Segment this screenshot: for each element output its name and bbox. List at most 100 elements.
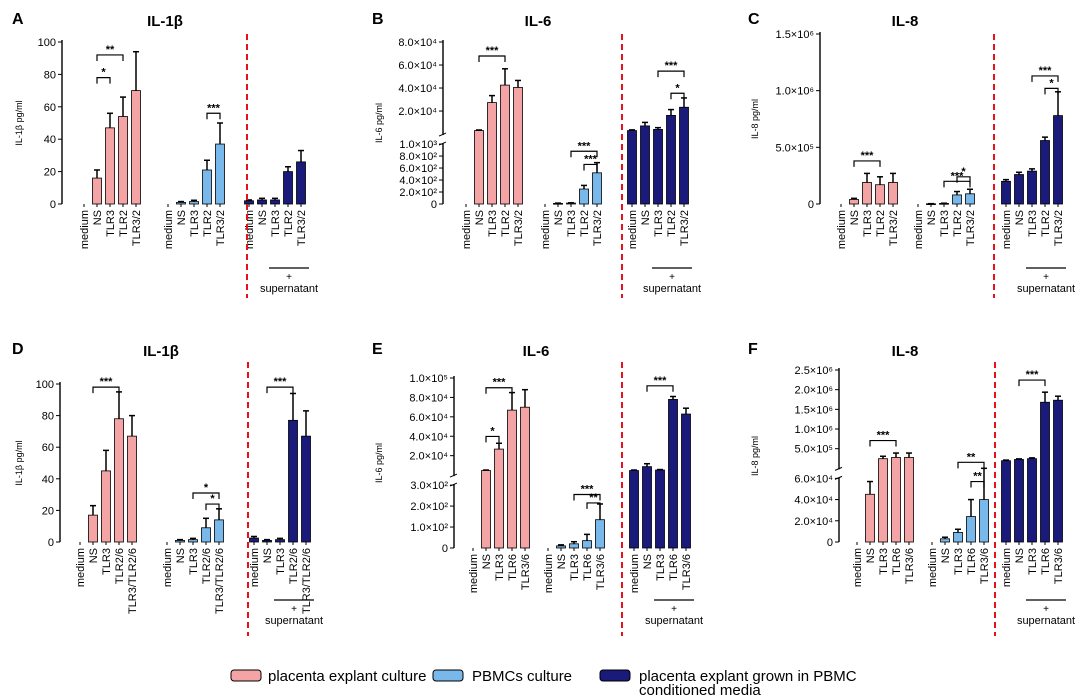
y-tick-label: 2.0×10⁴ (409, 451, 448, 463)
y-tick-label: 4.0×10⁴ (398, 83, 437, 95)
bar-conditioned (1040, 140, 1050, 205)
significance-bracket (1044, 87, 1059, 95)
significance-label: ** (106, 44, 115, 56)
y-tick-label: 20 (44, 167, 56, 179)
panel-B: B IL-6IL-6 pg/ml02.0×10²4.0×10²6.0×10²8.0… (372, 11, 701, 298)
bar-conditioned (270, 199, 280, 205)
y-tick-label: 2.0×10² (399, 187, 437, 199)
y-tick-label: 5.0×10⁵ (775, 142, 814, 154)
bar-conditioned (1040, 401, 1050, 543)
panel-C: C IL-8 IL-8 pg/ml 0 5.0×10⁵ 1.0×10⁶ 1.5×10⁶ med… (748, 11, 1075, 298)
bar-placenta (500, 84, 510, 205)
x-tick-label: medium (244, 210, 256, 249)
bar-conditioned (1001, 180, 1011, 205)
y-axis-label: IL-1β pg/ml (14, 100, 24, 145)
significance-label: *** (861, 150, 875, 162)
y-tick-label: 4.0×10⁴ (794, 495, 833, 507)
y-tick-label: 80 (44, 69, 56, 81)
bar-placenta (849, 199, 859, 205)
x-tick-label: TLR3 (188, 548, 200, 575)
x-tick-label: TLR3/6 (1053, 548, 1065, 584)
y-tick-label: 100 (38, 37, 56, 49)
significance-label: *** (207, 102, 221, 114)
bar-pbmc (979, 499, 989, 543)
significance-label: * (961, 166, 966, 178)
y-tick-label: 2.0×10⁴ (398, 106, 437, 118)
significance-label: *** (1026, 369, 1040, 381)
x-tick-label: NS (92, 210, 104, 225)
significance-label: *** (665, 60, 679, 72)
x-tick-label: TLR3/2 (1053, 210, 1065, 246)
bar-pbmc (175, 540, 185, 543)
x-tick-label: medium (629, 554, 641, 593)
bar-pbmc (556, 545, 566, 549)
bar-conditioned (668, 399, 678, 549)
bar-placenta (862, 182, 872, 205)
x-tick-label: TLR3/2 (888, 210, 900, 246)
significance-bracket (1031, 75, 1059, 82)
bar-placenta (507, 409, 517, 549)
x-tick-label: TLR2 (952, 210, 964, 237)
bar-conditioned (666, 115, 676, 205)
bar-conditioned (262, 540, 272, 543)
bar-conditioned (1014, 459, 1024, 543)
bar-pbmc (595, 519, 605, 549)
supernatant-plus: + (669, 272, 675, 283)
x-tick-label: TLR3 (494, 554, 506, 581)
x-tick-label: TLR3 (569, 554, 581, 581)
significance-label: *** (581, 484, 595, 496)
x-tick-label: medium (75, 548, 87, 587)
significance-bracket (670, 92, 685, 100)
bar-conditioned (1053, 115, 1063, 205)
x-tick-label: NS (849, 210, 861, 225)
bar-placenta (888, 182, 898, 205)
significance-bracket (570, 150, 598, 158)
panel-title: IL-6 (523, 343, 550, 360)
significance-label: *** (274, 376, 288, 388)
x-tick-label: TLR3 (1027, 548, 1039, 575)
significance-bracket (192, 492, 220, 500)
bar-conditioned (1027, 458, 1037, 543)
significance-bracket (485, 435, 500, 443)
bar-pbmc (176, 201, 186, 205)
x-tick-label: TLR3 (653, 210, 665, 237)
legend-swatch-conditioned (599, 669, 631, 682)
x-tick-label: medium (468, 554, 480, 593)
significance-label: *** (584, 153, 598, 165)
bar-conditioned (249, 537, 259, 543)
axis-break-mark (449, 473, 458, 478)
x-tick-label: TLR3 (270, 210, 282, 237)
y-tick-label: 1.0×10⁶ (776, 86, 814, 98)
y-axis-label: IL-8 pg/ml (750, 99, 760, 139)
significance-bracket (869, 439, 897, 447)
x-tick-label: TLR3/2 (679, 210, 691, 246)
x-tick-label: TLR2 (875, 210, 887, 237)
y-tick-label: 0 (50, 199, 56, 211)
supernatant-label: supernatant (645, 615, 703, 627)
x-tick-label: TLR3/6 (595, 554, 607, 590)
x-tick-label: TLR3 (189, 210, 201, 237)
bar-conditioned (296, 161, 306, 205)
panel-title: IL-1β (143, 343, 179, 360)
bar-pbmc (965, 193, 975, 205)
x-tick-label: NS (481, 554, 493, 569)
x-tick-label: TLR2/6 (114, 548, 126, 584)
y-tick-label: 4.0×10² (399, 175, 437, 187)
bar-placenta (865, 493, 875, 543)
panel-letter: A (12, 11, 24, 28)
x-tick-label: TLR3 (878, 548, 890, 575)
x-tick-label: TLR3 (566, 210, 578, 237)
panel-title: IL-8 (892, 343, 919, 360)
x-tick-label: NS (176, 210, 188, 225)
y-tick-label: 80 (42, 411, 54, 423)
bar-placenta (904, 457, 914, 543)
significance-bracket (586, 502, 601, 509)
y-axis-label: IL-8 pg/ml (750, 436, 760, 476)
x-tick-label: NS (553, 210, 565, 225)
y-tick-label: 2.0×10⁴ (794, 516, 833, 528)
significance-label: ** (589, 492, 598, 504)
y-tick-label: 2.5×10⁶ (795, 365, 833, 377)
y-tick-label: 20 (42, 505, 54, 517)
bar-conditioned (627, 130, 637, 205)
